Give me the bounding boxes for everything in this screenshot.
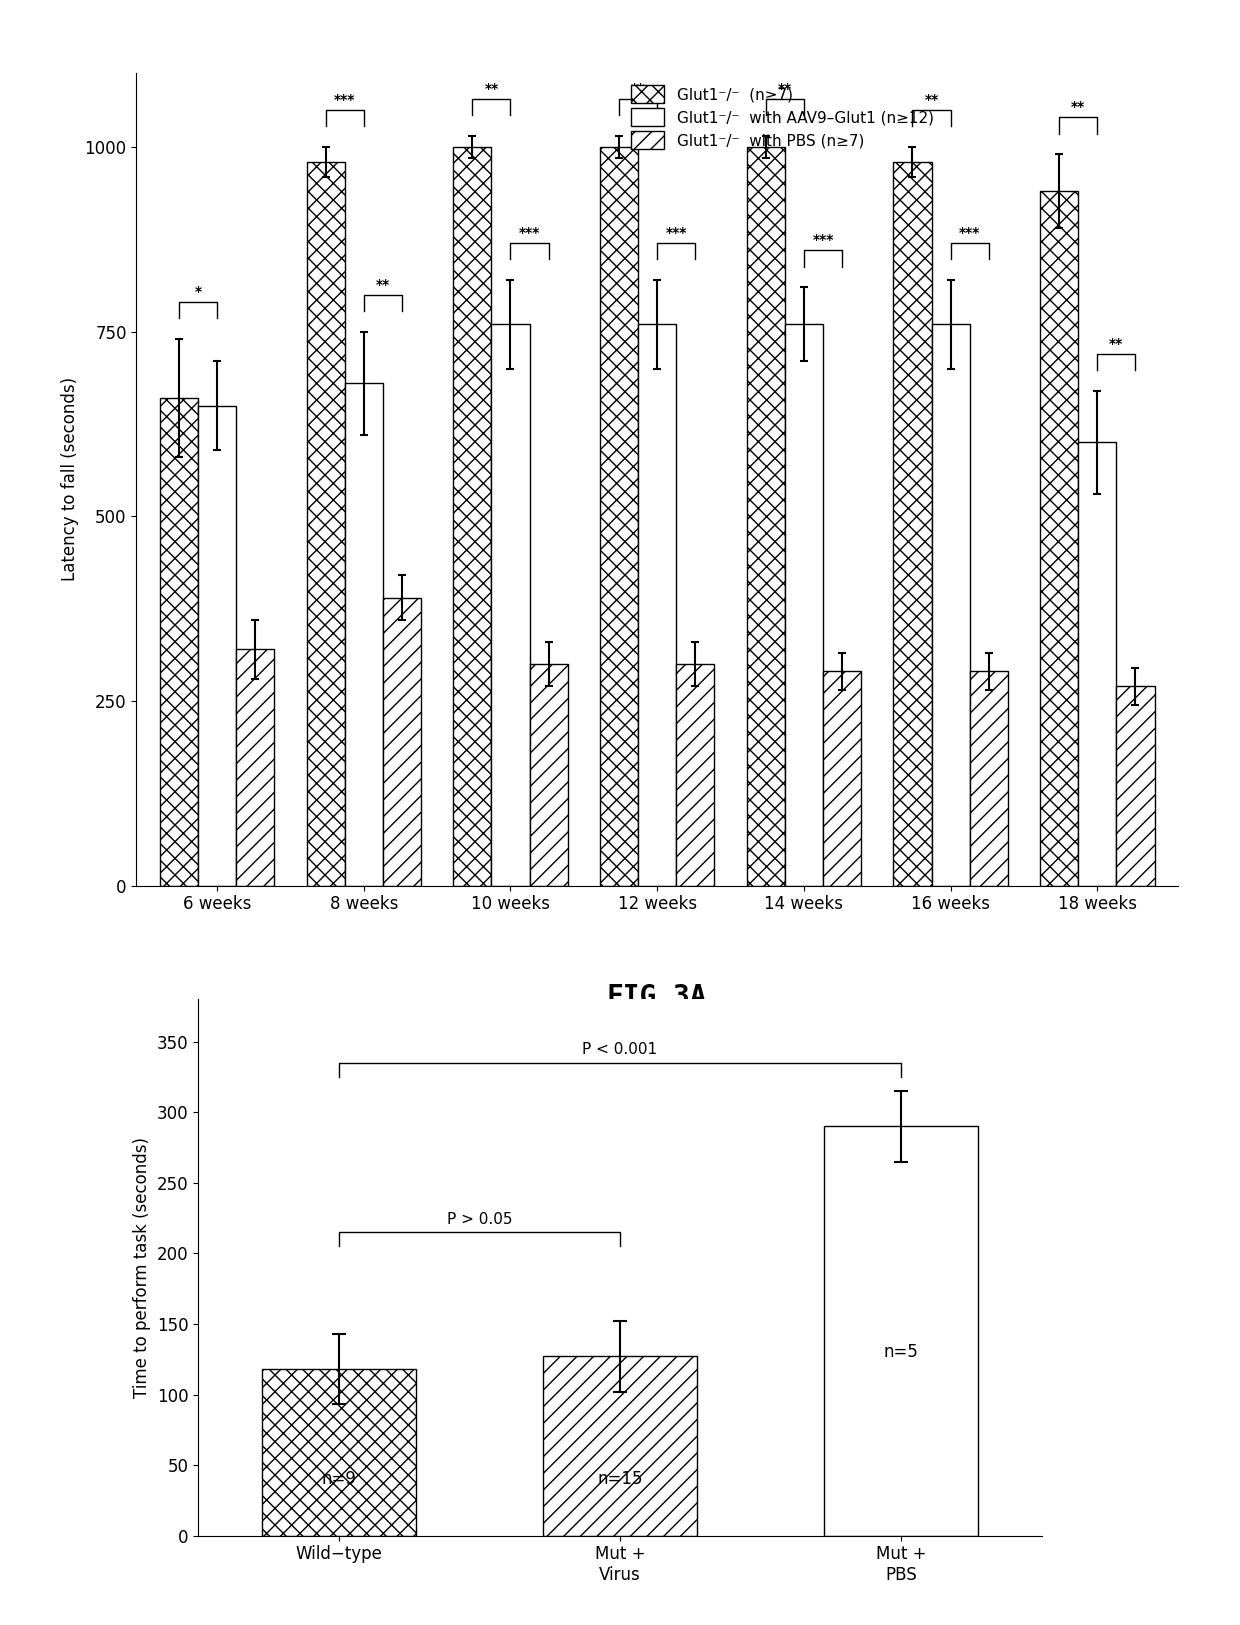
Bar [931, 325, 970, 886]
Bar [746, 146, 785, 886]
Bar [491, 325, 529, 886]
Bar [600, 146, 639, 886]
Bar [823, 671, 861, 886]
Text: **: ** [1110, 336, 1123, 351]
Text: ***: *** [666, 226, 687, 240]
Bar [383, 598, 422, 886]
Text: **: ** [631, 81, 645, 96]
Bar [676, 665, 714, 886]
Bar [893, 162, 931, 886]
Bar [823, 1126, 978, 1536]
Text: n=9: n=9 [321, 1471, 356, 1488]
Text: ***: *** [959, 226, 981, 240]
Text: ***: *** [518, 226, 541, 240]
Bar [454, 146, 491, 886]
Text: ***: *** [812, 234, 833, 247]
Text: *: * [195, 284, 202, 299]
Text: **: ** [485, 81, 498, 96]
Text: **: ** [1071, 101, 1085, 114]
Bar [543, 1357, 697, 1536]
Bar [639, 325, 676, 886]
Bar [198, 406, 236, 886]
Bar [345, 384, 383, 886]
Text: P > 0.05: P > 0.05 [446, 1212, 512, 1227]
Y-axis label: Time to perform task (seconds): Time to perform task (seconds) [134, 1138, 151, 1398]
Legend: Glut1⁻/⁻  (n≥7), Glut1⁻/⁻  with AAV9–Glut1 (n≥12), Glut1⁻/⁻  with PBS (n≥7): Glut1⁻/⁻ (n≥7), Glut1⁻/⁻ with AAV9–Glut1… [626, 81, 939, 153]
Bar [160, 398, 198, 886]
Text: **: ** [376, 278, 391, 292]
Bar [262, 1370, 417, 1536]
Y-axis label: Latency to fall (seconds): Latency to fall (seconds) [61, 377, 79, 582]
Text: ***: *** [334, 93, 356, 107]
Bar [529, 665, 568, 886]
Text: **: ** [924, 93, 939, 107]
Text: FIG.3A: FIG.3A [606, 983, 708, 1011]
Text: **: ** [777, 81, 792, 96]
Text: n=5: n=5 [884, 1344, 919, 1362]
Bar [1116, 686, 1154, 886]
Text: n=15: n=15 [598, 1471, 642, 1488]
Bar [785, 325, 823, 886]
Bar [1079, 442, 1116, 886]
Bar [970, 671, 1008, 886]
Bar [236, 650, 274, 886]
Bar [1040, 192, 1079, 886]
Bar [306, 162, 345, 886]
Text: P < 0.001: P < 0.001 [583, 1042, 657, 1058]
